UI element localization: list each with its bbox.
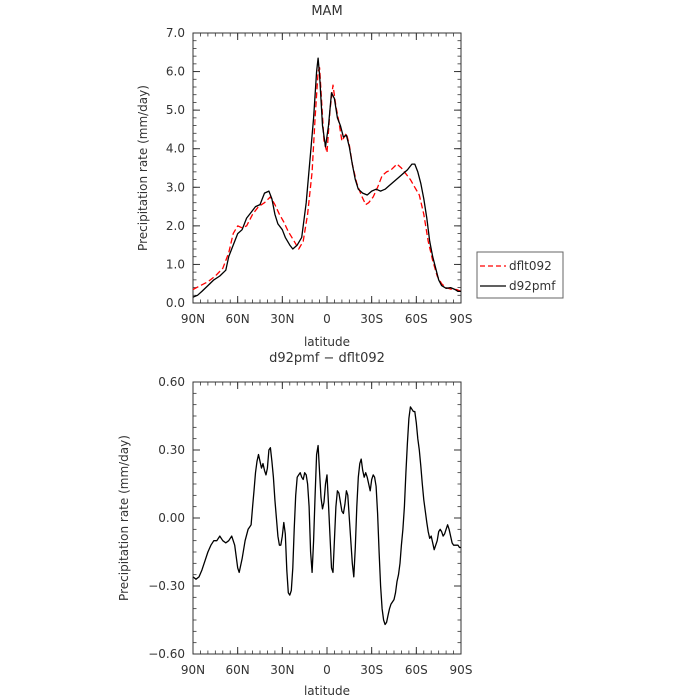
y-tick-label: 7.0 <box>166 26 185 40</box>
bottom-ticks: 90N 60N 30N 0 30S 60S 90S −0.60 −0.30 0.00 0.30 0.6… <box>148 375 472 677</box>
x-tick-label: 90S <box>450 312 473 326</box>
y-tick-label: 0.30 <box>158 443 185 457</box>
top-ticks: 90N 60N 30N 0 30S 60S 90S 0.0 1.0 2.0 3.0 4.0 5.0 6.0… <box>166 26 473 326</box>
bottom-panel: d92pmf − dflt092 90N 60N 30N 0 30S 60S 90S −0.6… <box>117 351 472 698</box>
legend-label-d92pmf: d92pmf <box>509 279 556 293</box>
bottom-title: d92pmf − dflt092 <box>269 351 385 366</box>
y-tick-label: 0.0 <box>166 296 185 310</box>
bottom-ylabel: Precipitation rate (mm/day) <box>117 435 131 601</box>
y-tick-label: 0.00 <box>158 511 185 525</box>
bottom-plot-frame <box>192 381 462 655</box>
top-panel: MAM 90N 60N 30N 0 30S 60S 90S 0.0 1.0 2.0 3.0 4.0 5.… <box>136 4 564 349</box>
top-ylabel: Precipitation rate (mm/day) <box>136 85 150 251</box>
x-tick-label: 90S <box>450 663 473 677</box>
series-line-dflt092 <box>192 67 462 292</box>
x-tick-label: 90N <box>181 312 205 326</box>
legend-box <box>476 251 564 299</box>
y-tick-label: 4.0 <box>166 142 185 156</box>
y-tick-label: −0.30 <box>148 579 185 593</box>
x-tick-label: 30S <box>360 663 383 677</box>
top-title: MAM <box>311 4 342 19</box>
y-tick-label: 3.0 <box>166 180 185 194</box>
y-tick-label: 6.0 <box>166 65 185 79</box>
series-line-d92pmf <box>192 57 461 298</box>
x-tick-label: 60N <box>226 312 250 326</box>
y-tick-label: 2.0 <box>166 219 185 233</box>
x-tick-label: 90N <box>181 663 205 677</box>
bottom-xlabel: latitude <box>304 684 350 698</box>
y-tick-label: −0.60 <box>148 647 185 661</box>
top-lines <box>192 57 462 298</box>
series-line <box>192 406 461 626</box>
y-tick-label: 1.0 <box>166 257 185 271</box>
x-tick-label: 30N <box>270 663 294 677</box>
x-tick-label: 60N <box>226 663 250 677</box>
x-tick-label: 0 <box>323 312 331 326</box>
x-tick-label: 0 <box>323 663 331 677</box>
bottom-lines <box>192 406 461 626</box>
y-tick-label: 5.0 <box>166 103 185 117</box>
x-tick-label: 30N <box>270 312 294 326</box>
top-plot-frame <box>192 32 462 304</box>
x-tick-label: 30S <box>360 312 383 326</box>
x-tick-label: 60S <box>405 312 428 326</box>
top-xlabel: latitude <box>304 335 350 349</box>
legend-label-dflt092: dflt092 <box>509 259 552 273</box>
y-tick-label: 0.60 <box>158 375 185 389</box>
legend: dflt092 d92pmf <box>476 251 564 299</box>
x-tick-label: 60S <box>405 663 428 677</box>
